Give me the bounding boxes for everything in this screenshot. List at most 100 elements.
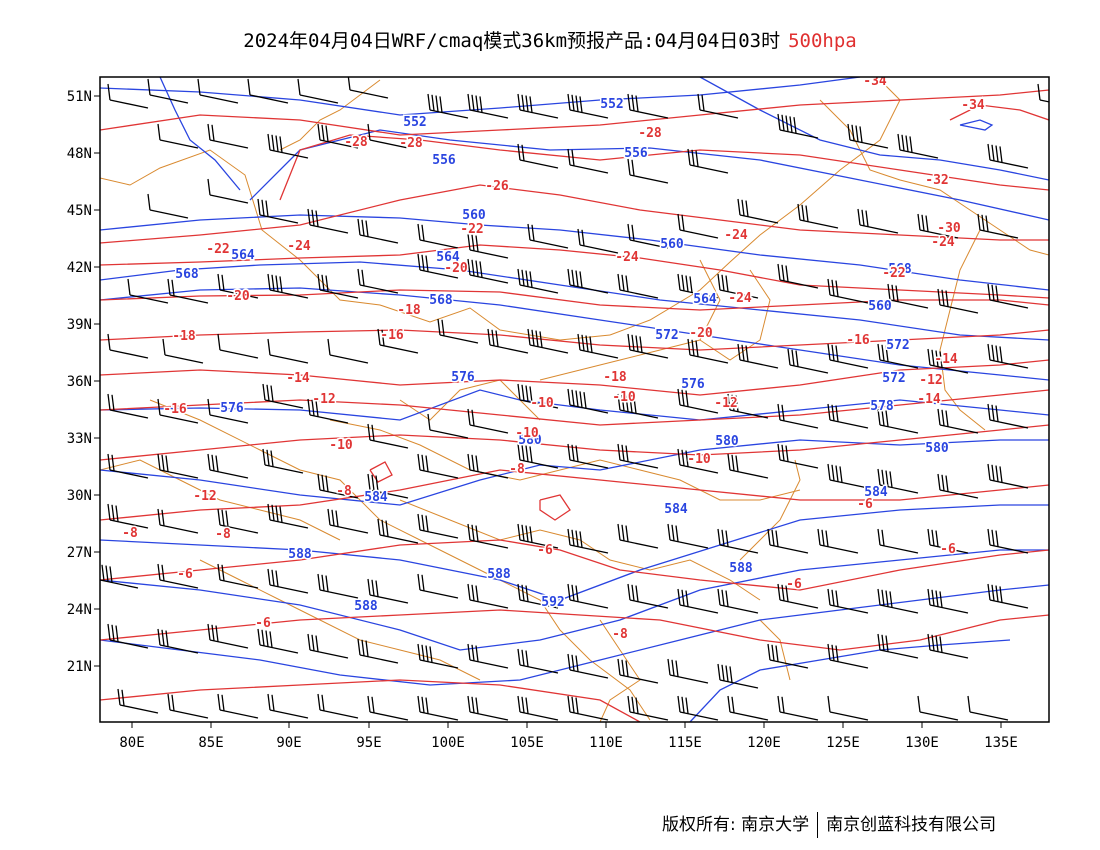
wind-barb-feather: [671, 659, 675, 676]
wind-barb-63: [267, 338, 309, 364]
wind-barb-shaft: [679, 711, 719, 721]
wind-barb-109: [777, 443, 819, 469]
wind-barb-shaft: [889, 299, 929, 309]
wind-barb-feather: [677, 448, 681, 466]
wind-barb-feather: [115, 625, 119, 642]
wind-barb-87: [567, 388, 609, 414]
temperature-contour-15: [369, 461, 393, 483]
wind-barb-170: [267, 693, 309, 719]
wind-barb-feather: [475, 585, 479, 602]
wind-barb-feather: [731, 454, 735, 471]
wind-barb-78: [107, 393, 149, 419]
wind-barb-feather: [877, 528, 881, 546]
border-line-9: [699, 259, 771, 361]
wind-barb-shaft: [309, 649, 349, 659]
wind-barb-93: [877, 408, 919, 434]
wind-barb-feather: [631, 334, 635, 351]
wind-barb-shaft: [359, 654, 399, 664]
wind-barb-shaft: [629, 349, 669, 359]
wind-barb-54: [717, 273, 759, 299]
temperature-label: -6: [537, 543, 553, 558]
wind-barb-feather: [885, 345, 889, 362]
wind-barb-feather: [701, 94, 705, 111]
height-contour-7: [100, 504, 1049, 601]
wind-barb-feather: [525, 585, 529, 602]
wind-barb-feather: [885, 410, 889, 427]
wind-barb-163: [767, 643, 809, 669]
wind-barb-feather: [111, 394, 115, 411]
wind-barb-feather: [945, 410, 949, 427]
wind-barb-135: [267, 568, 309, 594]
wind-barb-feather: [317, 123, 321, 141]
lat-label-30N: 30N: [67, 488, 92, 504]
temperature-label: -18: [603, 370, 627, 385]
wind-barb-48: [417, 253, 459, 279]
wind-barb-116: [217, 508, 259, 534]
wind-barb-feather: [267, 693, 271, 711]
wind-barb-feather: [895, 285, 899, 302]
wind-barb-164: [827, 643, 869, 669]
height-label: 580: [715, 434, 739, 449]
wind-barb-4: [297, 78, 339, 104]
wind-barb-shaft: [849, 139, 889, 149]
wind-barb-feather: [367, 695, 371, 713]
wind-barb-shaft: [429, 429, 469, 439]
wind-barb-66: [437, 318, 479, 344]
wind-barb-99: [262, 448, 304, 474]
wind-barb-32: [467, 233, 509, 259]
temperature-label: -8: [122, 526, 138, 541]
wind-barb-47: [357, 268, 399, 294]
height-label: 568: [175, 267, 199, 282]
wind-barb-130: [927, 528, 969, 554]
wind-barb-shaft: [259, 644, 299, 654]
wind-barb-feather: [579, 96, 583, 113]
wind-barb-90: [727, 393, 769, 419]
wind-barb-feather: [581, 334, 585, 351]
lon-label-130E: 130E: [905, 735, 939, 751]
height-label: 584: [664, 502, 688, 517]
wind-barb-feather: [207, 398, 211, 416]
wind-barb-feather: [677, 588, 681, 606]
wind-barb-feather: [417, 513, 421, 531]
wind-barb-feather: [105, 565, 109, 582]
wind-barb-feather: [157, 398, 161, 416]
wind-barb-feather: [521, 269, 525, 286]
wind-barb-shaft: [169, 294, 209, 304]
wind-barb-shaft: [249, 94, 289, 104]
wind-barb-feather: [171, 694, 175, 711]
height-label: 576: [451, 370, 475, 385]
wind-barb-feather: [317, 693, 321, 711]
wind-barb-105: [567, 443, 609, 469]
temperature-label: -20: [444, 261, 468, 276]
wind-barb-feather: [627, 93, 631, 111]
wind-barb-feather: [631, 159, 635, 176]
wind-barb-feather: [625, 275, 629, 292]
wind-barb-feather: [577, 228, 581, 246]
wind-barb-83: [367, 423, 409, 449]
wind-barb-feather: [881, 634, 885, 651]
wind-barb-feather: [891, 284, 895, 301]
wind-barb-shaft: [319, 709, 359, 719]
wind-barb-feather: [575, 390, 579, 407]
wind-barb-shaft: [529, 344, 569, 354]
wind-barb-shaft: [469, 599, 509, 609]
height-label: 588: [288, 547, 312, 562]
wind-barb-feather: [575, 530, 579, 547]
wind-barb-feather: [627, 333, 631, 351]
wind-barb-feather: [421, 454, 425, 471]
wind-barb-feather: [307, 398, 311, 416]
wind-barb-feather: [571, 584, 575, 601]
height-label: 584: [364, 490, 388, 505]
wind-barb-shaft: [619, 459, 659, 469]
wind-barb-feather: [471, 234, 475, 251]
wind-barb-feather: [941, 409, 945, 426]
wind-barb-feather: [725, 275, 729, 292]
wind-barb-6: [427, 93, 469, 119]
wind-barb-feather: [579, 531, 583, 548]
wind-barb-79: [157, 398, 199, 424]
wind-barb-shaft: [729, 469, 769, 479]
wind-barb-feather: [439, 96, 443, 113]
wind-barb-shaft: [919, 229, 959, 239]
wind-barb-feather: [321, 694, 325, 711]
wind-barb-feather: [777, 263, 781, 281]
